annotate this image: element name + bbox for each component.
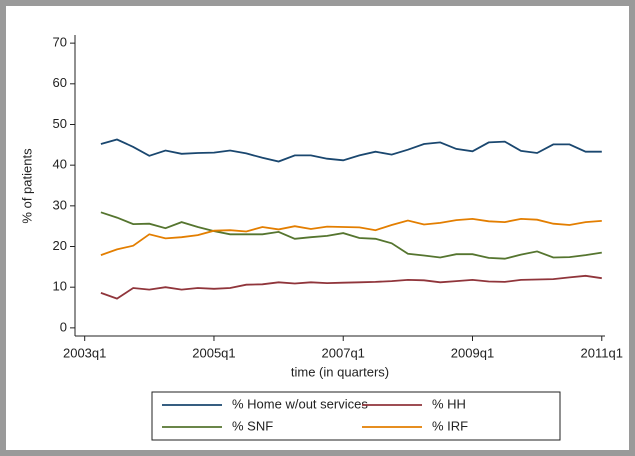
- y-tick-label: 20: [53, 238, 67, 253]
- x-tick-label: 2003q1: [63, 345, 106, 360]
- x-tick-label: 2009q1: [451, 345, 494, 360]
- series-line: [100, 274, 602, 300]
- x-tick-label: 2007q1: [322, 345, 365, 360]
- legend-label: % IRF: [432, 418, 468, 433]
- legend-label: % HH: [432, 396, 466, 411]
- series-line: [100, 217, 602, 256]
- y-tick-label: 30: [53, 197, 67, 212]
- y-tick-label: 40: [53, 157, 67, 172]
- x-axis-label: time (in quarters): [291, 364, 389, 379]
- y-tick-label: 70: [53, 35, 67, 50]
- series-line: [100, 138, 602, 163]
- y-tick-label: 10: [53, 279, 67, 294]
- y-tick-label: 50: [53, 116, 67, 131]
- y-tick-label: 0: [60, 319, 67, 334]
- series-line: [100, 211, 602, 260]
- y-tick-label: 60: [53, 75, 67, 90]
- legend-label: % Home w/out services: [232, 396, 368, 411]
- x-tick-label: 2011q1: [581, 345, 623, 360]
- x-tick-label: 2005q1: [192, 345, 235, 360]
- y-axis-label: % of patients: [19, 148, 34, 224]
- legend: [151, 391, 561, 441]
- legend-label: % SNF: [232, 418, 273, 433]
